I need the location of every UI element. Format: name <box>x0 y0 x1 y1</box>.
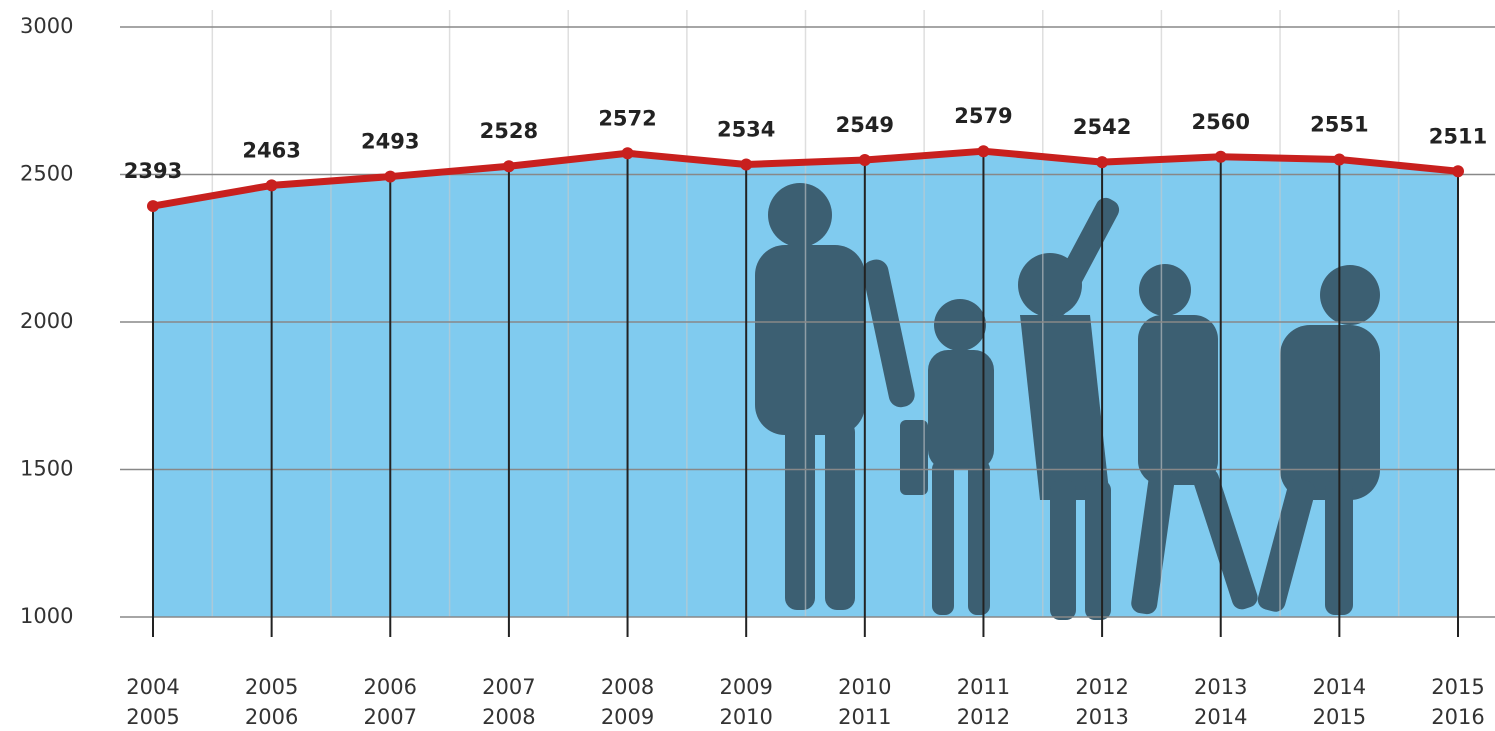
chart: 1000 1500 2000 2500 3000 2004 2005 2005 2006 2006… <box>0 0 1495 731</box>
x-tick-label: 2004 <box>126 675 179 699</box>
data-label: 2511 <box>1429 124 1487 148</box>
point <box>266 179 278 191</box>
y-tick-label: 1500 <box>20 457 73 481</box>
data-label: 2549 <box>836 113 894 137</box>
data-label: 2579 <box>954 104 1012 128</box>
point <box>859 154 871 166</box>
page: 1000 1500 2000 2500 3000 2004 2005 2005 2006 2006… <box>0 0 1495 731</box>
x-tick-label: 2009 <box>601 705 654 729</box>
x-tick-label: 2014 <box>1194 705 1247 729</box>
point <box>1215 151 1227 163</box>
x-tick-label: 2011 <box>838 705 891 729</box>
data-label: 2572 <box>598 106 656 130</box>
x-tick-label: 2006 <box>245 705 298 729</box>
point <box>1096 156 1108 168</box>
point <box>977 145 989 157</box>
data-label: 2542 <box>1073 115 1131 139</box>
x-tick-label: 2005 <box>126 705 179 729</box>
x-tick-label: 2008 <box>601 675 654 699</box>
data-label: 2534 <box>717 117 775 141</box>
point <box>384 171 396 183</box>
x-tick-label: 2007 <box>364 705 417 729</box>
x-tick-label: 2011 <box>957 675 1010 699</box>
x-tick-label: 2008 <box>482 705 535 729</box>
y-tick-label: 1000 <box>20 604 73 628</box>
x-tick-label: 2009 <box>719 675 772 699</box>
x-tick-label: 2014 <box>1313 675 1366 699</box>
point <box>740 158 752 170</box>
point <box>1452 165 1464 177</box>
x-tick-label: 2010 <box>838 675 891 699</box>
data-label: 2560 <box>1192 110 1250 134</box>
point <box>1333 153 1345 165</box>
x-tick-label: 2013 <box>1075 705 1128 729</box>
x-tick-label: 2015 <box>1313 705 1366 729</box>
data-label: 2528 <box>480 119 538 143</box>
x-tick-label: 2006 <box>364 675 417 699</box>
point <box>147 200 159 212</box>
point <box>503 160 515 172</box>
x-tick-label: 2007 <box>482 675 535 699</box>
data-label: 2493 <box>361 130 419 154</box>
data-label: 2393 <box>124 159 182 183</box>
x-tick-label: 2015 <box>1431 675 1484 699</box>
x-tick-label: 2012 <box>1075 675 1128 699</box>
data-label: 2463 <box>242 138 300 162</box>
data-label: 2551 <box>1310 112 1368 136</box>
x-tick-label: 2013 <box>1194 675 1247 699</box>
x-tick-label: 2010 <box>719 705 772 729</box>
y-tick-label: 3000 <box>20 14 73 38</box>
y-tick-label: 2000 <box>20 309 73 333</box>
y-tick-label: 2500 <box>20 162 73 186</box>
x-tick-label: 2005 <box>245 675 298 699</box>
x-tick-label: 2016 <box>1431 705 1484 729</box>
x-tick-label: 2012 <box>957 705 1010 729</box>
point <box>622 147 634 159</box>
